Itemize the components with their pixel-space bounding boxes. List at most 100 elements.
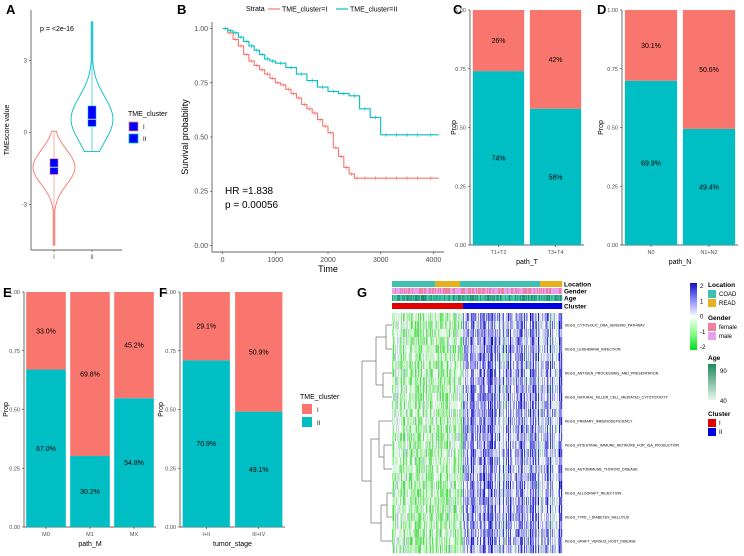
heatmap-cell [445,377,447,386]
heatmap-cell [509,313,511,322]
heatmap-cell [537,393,539,402]
heatmap-cell [487,481,489,490]
track-location-cell [513,281,515,287]
heatmap-cell [556,425,558,434]
heatmap-cell [455,457,457,466]
track-cluster-cell [512,303,514,309]
heatmap-cell [525,337,527,346]
heatmap-cell [532,489,534,498]
heatmap-cell [533,489,535,498]
heatmap-cell [547,337,549,346]
heatmap-cell [521,441,523,450]
heatmap-cell [394,417,396,426]
heatmap-cell [516,409,518,418]
heatmap-cell [456,489,458,498]
track-location-cell [522,281,524,287]
heatmap-cell [432,473,434,482]
heatmap-cell [560,473,562,482]
heatmap-cell [397,489,399,498]
heatmap-cell [543,393,545,402]
bar-path-m-x-tick-label: MX [130,532,139,538]
track-age-cell [396,295,398,301]
heatmap-cell [501,345,503,354]
heatmap-cell [499,465,501,474]
heatmap-cell [413,385,415,394]
heatmap-cell [507,313,509,322]
heatmap-cell [541,313,543,322]
heatmap-cell [435,329,437,338]
heatmap-cell [433,457,435,466]
heatmap-cell [514,417,516,426]
heatmap-cell [489,441,491,450]
heatmap-cell [502,433,504,442]
heatmap-cell [502,449,504,458]
heatmap-cell [427,433,429,442]
heatmap-cells [392,313,563,554]
heatmap-cell [518,369,520,378]
heatmap-cell [548,361,550,370]
heatmap-cell [396,417,398,426]
track-gender-cell [505,288,507,294]
heatmap-cell [458,473,460,482]
track-gender-cell [418,288,420,294]
heatmap-cell [477,441,479,450]
track-age-cell [517,295,519,301]
heatmap-cell [413,337,415,346]
heatmap-cell [419,385,421,394]
track-cluster-cell [485,303,487,309]
heatmap-cell [493,433,495,442]
heatmap-cell [523,353,525,362]
heatmap-cell [529,321,531,330]
heatmap-cell [410,481,412,490]
track-gender-cell [483,288,485,294]
heatmap-cell [550,321,552,330]
heatmap-cell [453,321,455,330]
track-cluster-cell [470,303,472,309]
heatmap-cell [472,369,474,378]
heatmap-cell [477,425,479,434]
heatmap-cell [551,345,553,354]
heatmap-cell [439,385,441,394]
heatmap-cell [408,481,410,490]
heatmap-cell [440,457,442,466]
heatmap-cell [492,353,494,362]
heatmap-cell [485,401,487,410]
heatmap-cell [497,345,499,354]
heatmap-cell [511,345,513,354]
heatmap-cell [548,489,550,498]
heatmap-cell [404,401,406,410]
heatmap-cell [545,369,547,378]
heatmap-cell [427,497,429,506]
track-gender-cell [530,288,532,294]
heatmap-cell [526,489,528,498]
heatmap-cell [550,393,552,402]
track-gender-cell [488,288,490,294]
heatmap-cell [548,385,550,394]
bar-path-m-y-tick-label: 0.75 [9,349,20,355]
heatmap-cell [548,329,550,338]
heatmap-cell [441,377,443,386]
heatmap-cell [440,329,442,338]
heatmap-cell [470,441,472,450]
track-age-cell [477,295,479,301]
heatmap-cell [507,321,509,330]
heatmap-cell [502,417,504,426]
track-gender-cell [469,288,471,294]
heatmap-cell [524,329,526,338]
heatmap-cell [397,497,399,506]
heatmap-cell [528,481,530,490]
heatmap-cell [445,385,447,394]
heatmap-cell [490,369,492,378]
heatmap-cell [542,377,544,386]
heatmap-cell [447,329,449,338]
heatmap-cell [490,329,492,338]
heatmap-cell [404,313,406,322]
heatmap-cell [496,393,498,402]
heatmap-cell [494,361,496,370]
heatmap-cell [470,417,472,426]
heatmap-cell [560,489,562,498]
heatmap-cell [478,441,480,450]
heatmap-cell [539,353,541,362]
heatmap-cell [557,473,559,482]
heatmap-cell [501,449,503,458]
